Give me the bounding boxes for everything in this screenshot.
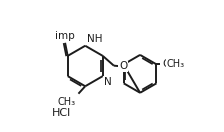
- Text: NH: NH: [87, 34, 103, 44]
- Text: CH₃: CH₃: [57, 97, 75, 107]
- Text: imp: imp: [55, 31, 75, 41]
- Text: O: O: [119, 61, 127, 71]
- Text: O: O: [162, 59, 170, 69]
- Text: HCl: HCl: [52, 108, 71, 118]
- Text: N: N: [104, 77, 112, 87]
- Text: CH₃: CH₃: [167, 59, 185, 69]
